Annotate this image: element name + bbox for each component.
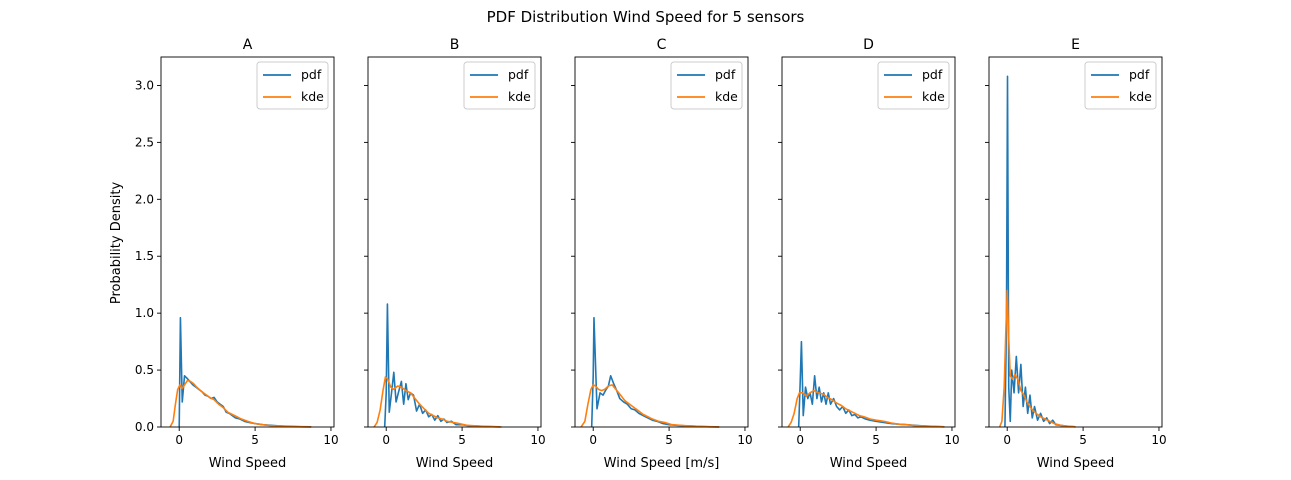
subplot-title: B — [450, 37, 460, 53]
axes-frame — [781, 56, 956, 428]
x-tick-label: 0 — [175, 433, 183, 447]
axes-frame — [160, 56, 335, 428]
x-axis-label: Wind Speed [m/s] — [604, 456, 720, 471]
legend: pdf kde — [670, 61, 743, 110]
subplot-D: 0 5 10 D Wind Speed pdf kde — [778, 37, 960, 471]
x-tick-label: 10 — [323, 433, 338, 447]
y-tick-label: 0.0 — [135, 420, 154, 434]
y-tick-label: 1.0 — [135, 306, 154, 320]
x-tick-label: 5 — [872, 433, 880, 447]
pdf-line-D — [797, 340, 945, 428]
kde-line-A — [169, 379, 312, 428]
x-tick-label: 10 — [737, 433, 752, 447]
x-tick-label: 5 — [665, 433, 673, 447]
legend-label-kde: kde — [508, 89, 531, 104]
legend-label-kde: kde — [715, 89, 738, 104]
kde-line-D — [787, 389, 945, 428]
legend: pdf kde — [256, 61, 329, 110]
legend-label-kde: kde — [922, 89, 945, 104]
pdf-line-C — [590, 316, 720, 428]
legend-label-pdf: pdf — [301, 67, 322, 82]
axes-frame — [367, 56, 542, 428]
legend-label-pdf: pdf — [715, 67, 736, 82]
subplot-title: C — [657, 37, 667, 53]
subplots: 0 5 10 0.0 0.5 1.0 1.5 2.0 2.5 3.0 A Wind Speed pdf k… — [135, 37, 1167, 471]
y-tick-label: 2.5 — [135, 135, 154, 149]
pdf-line-B — [383, 303, 501, 428]
axes-frame — [988, 56, 1163, 428]
pdf-line-A — [178, 316, 312, 428]
legend-label-pdf: pdf — [1129, 67, 1150, 82]
legend-label-kde: kde — [301, 89, 324, 104]
y-axis-label: Probability Density — [109, 182, 124, 305]
subplot-title: E — [1071, 37, 1080, 53]
x-tick-label: 10 — [1151, 433, 1166, 447]
subplot-title: A — [243, 37, 253, 53]
legend-label-pdf: pdf — [922, 67, 943, 82]
figure-title: PDF Distribution Wind Speed for 5 sensor… — [487, 8, 805, 26]
x-tick-label: 5 — [458, 433, 466, 447]
axes-frame — [574, 56, 749, 428]
kde-line-C — [580, 384, 720, 428]
x-axis-label: Wind Speed — [209, 456, 287, 471]
x-tick-label: 0 — [1003, 433, 1011, 447]
x-tick-label: 0 — [589, 433, 597, 447]
x-tick-label: 5 — [1079, 433, 1087, 447]
y-tick-label: 2.0 — [135, 192, 154, 206]
x-tick-label: 10 — [530, 433, 545, 447]
legend: pdf kde — [1084, 61, 1157, 110]
y-tick-label: 0.5 — [135, 363, 154, 377]
y-tick-label: 3.0 — [135, 78, 154, 92]
y-tick-label: 1.5 — [135, 249, 154, 263]
kde-line-B — [373, 376, 502, 428]
subplot-E: 0 5 10 E Wind Speed pdf kde — [985, 37, 1167, 471]
legend-label-pdf: pdf — [508, 67, 529, 82]
legend: pdf kde — [463, 61, 536, 110]
subplot-C: 0 5 10 C Wind Speed [m/s] pdf kde — [571, 37, 753, 471]
x-axis-label: Wind Speed — [416, 456, 494, 471]
kde-line-E — [998, 289, 1076, 428]
x-tick-label: 10 — [944, 433, 959, 447]
x-tick-label: 0 — [382, 433, 390, 447]
subplot-A: 0 5 10 0.0 0.5 1.0 1.5 2.0 2.5 3.0 A Wind Speed pdf k… — [135, 37, 339, 471]
x-tick-label: 5 — [251, 433, 259, 447]
legend: pdf kde — [877, 61, 950, 110]
x-axis-label: Wind Speed — [1037, 456, 1115, 471]
subplot-B: 0 5 10 B Wind Speed pdf kde — [364, 37, 546, 471]
legend-label-kde: kde — [1129, 89, 1152, 104]
x-axis-label: Wind Speed — [830, 456, 908, 471]
x-tick-label: 0 — [796, 433, 804, 447]
subplot-title: D — [863, 37, 874, 53]
